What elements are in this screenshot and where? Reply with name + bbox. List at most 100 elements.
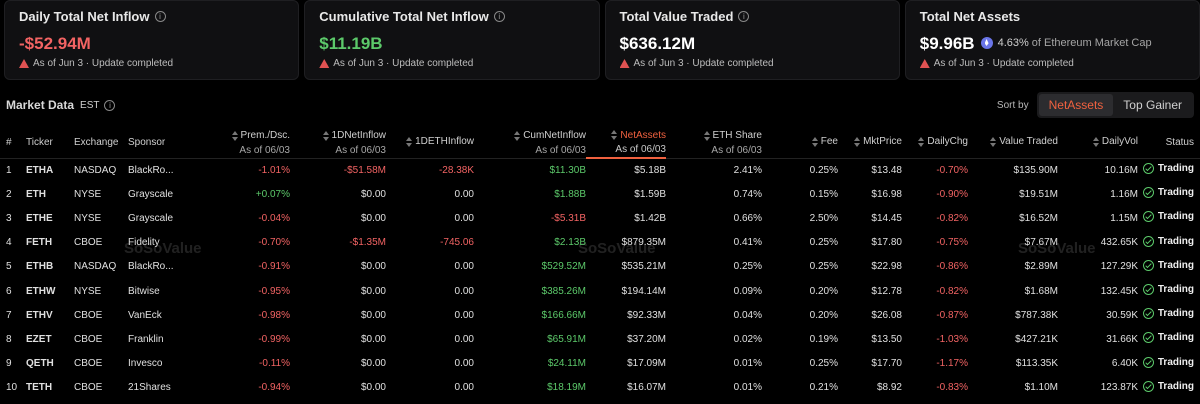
mkt-price-cell: $26.08: [871, 309, 902, 321]
ticker-cell: ETHB: [26, 261, 54, 273]
check-circle-icon: [1142, 163, 1154, 175]
table-header-row: # Ticker Exchange Sponsor Prem./Dsc. As o…: [0, 128, 1200, 159]
fee-cell: 0.19%: [809, 333, 838, 345]
fee-cell: 0.25%: [809, 164, 838, 176]
value-traded-cell: $16.52M: [1019, 212, 1058, 224]
sponsor-cell: Grayscale: [128, 212, 174, 224]
col-1d-eth-inflow[interactable]: 1DETHInflow: [386, 128, 474, 159]
mkt-price-cell: $13.48: [871, 164, 902, 176]
card-total-value-traded: Total Value Traded i $636.12M As of Jun 3…: [604, 0, 900, 80]
card-status: As of Jun 3 · Update completed: [633, 58, 774, 69]
sort-top-gainer-button[interactable]: Top Gainer: [1123, 98, 1182, 112]
table-row[interactable]: 8 EZET CBOE Franklin -0.99% $0.00 0.00 $65.91M $…: [0, 327, 1200, 351]
sort-toggle: NetAssets Top Gainer: [1036, 92, 1194, 118]
daily-change-cell: -0.82%: [936, 285, 968, 297]
mkt-price-cell: $17.70: [871, 358, 902, 370]
cum-net-inflow-cell: $385.26M: [541, 285, 586, 297]
fee-cell: 0.25%: [809, 358, 838, 370]
ticker-cell: ETH: [26, 188, 46, 200]
col-net-assets[interactable]: NetAssets As of 06/03: [586, 128, 666, 159]
net-assets-cell: $16.07M: [627, 382, 666, 394]
col-cum-net-inflow[interactable]: CumNetInflow As of 06/03: [474, 128, 586, 159]
cum-net-inflow-cell: $166.66M: [541, 309, 586, 321]
etf-market-table: # Ticker Exchange Sponsor Prem./Dsc. As o…: [0, 128, 1200, 400]
check-circle-icon: [1142, 332, 1154, 344]
eth-share-cell: 0.74%: [733, 188, 762, 200]
premium-discount-cell: -1.01%: [258, 164, 290, 176]
daily-net-inflow-cell: $0.00: [360, 309, 386, 321]
daily-net-inflow-cell: $0.00: [360, 261, 386, 273]
daily-change-cell: -1.03%: [936, 333, 968, 345]
status-badge: Trading: [1142, 284, 1194, 296]
table-row[interactable]: 1 ETHA NASDAQ BlackRo... -1.01% -$51.58M -28.3…: [0, 158, 1200, 182]
cum-net-inflow-cell: -$5.31B: [550, 212, 586, 224]
mkt-price-cell: $14.45: [871, 212, 902, 224]
premium-discount-cell: -0.11%: [259, 358, 290, 370]
card-value: $636.12M: [619, 34, 696, 53]
exchange-cell: NASDAQ: [74, 164, 117, 176]
check-circle-icon: [1142, 187, 1154, 199]
table-row[interactable]: 10 TETH CBOE 21Shares -0.94% $0.00 0.00 $18.19M…: [0, 376, 1200, 400]
info-icon[interactable]: i: [104, 99, 116, 111]
value-traded-cell: $135.90M: [1013, 164, 1058, 176]
sponsor-cell: Franklin: [128, 333, 164, 345]
premium-discount-cell: -0.95%: [258, 285, 290, 297]
fee-cell: 0.15%: [809, 188, 838, 200]
table-row[interactable]: 2 ETH NYSE Grayscale +0.07% $0.00 0.00 $1.88B $1…: [0, 182, 1200, 206]
daily-net-inflow-cell: $0.00: [360, 212, 386, 224]
col-mkt-price[interactable]: MktPrice: [838, 128, 902, 159]
mkt-price-cell: $12.78: [871, 285, 902, 297]
value-traded-cell: $113.35K: [1015, 358, 1058, 370]
daily-net-inflow-cell: $0.00: [360, 358, 386, 370]
sort-control: Sort by NetAssets Top Gainer: [997, 92, 1194, 118]
sort-netassets-button[interactable]: NetAssets: [1038, 94, 1114, 116]
sponsor-cell: BlackRo...: [128, 164, 174, 176]
eth-share-cell: 0.66%: [733, 212, 762, 224]
table-row[interactable]: 5 ETHB NASDAQ BlackRo... -0.91% $0.00 0.00 $529…: [0, 255, 1200, 279]
status-badge: Trading: [1142, 380, 1194, 392]
row-number: 1: [6, 164, 12, 176]
status-badge: Trading: [1142, 211, 1194, 223]
table-row[interactable]: 9 QETH CBOE Invesco -0.11% $0.00 0.00 $24.11M $1…: [0, 352, 1200, 376]
fee-cell: 0.25%: [809, 237, 838, 249]
eth-share-cell: 0.01%: [733, 382, 762, 394]
daily-change-cell: -0.70%: [936, 164, 968, 176]
col-fee[interactable]: Fee: [762, 128, 838, 159]
table-row[interactable]: 3 ETHE NYSE Grayscale -0.04% $0.00 0.00 -$5.31B…: [0, 206, 1200, 230]
daily-eth-inflow-cell: -28.38K: [438, 164, 474, 176]
status-cell: Trading: [1138, 303, 1200, 327]
status-text: Trading: [1157, 356, 1194, 368]
warning-icon: [19, 59, 29, 68]
mkt-price-cell: $22.98: [871, 261, 902, 273]
table-row[interactable]: 6 ETHW NYSE Bitwise -0.95% $0.00 0.00 $385.26M $…: [0, 279, 1200, 303]
info-icon[interactable]: i: [154, 11, 166, 22]
col-daily-vol[interactable]: DailyVol: [1058, 128, 1138, 159]
value-traded-cell: $19.51M: [1019, 188, 1058, 200]
table-row[interactable]: 7 ETHV CBOE VanEck -0.98% $0.00 0.00 $166.66M $9…: [0, 303, 1200, 327]
status-badge: Trading: [1142, 163, 1194, 175]
daily-eth-inflow-cell: 0.00: [454, 261, 474, 273]
col-value-traded[interactable]: Value Traded: [968, 128, 1058, 159]
sponsor-cell: Fidelity: [128, 237, 160, 249]
status-cell: Trading: [1138, 352, 1200, 376]
col-1d-net-inflow[interactable]: 1DNetInflow As of 06/03: [290, 128, 386, 159]
check-circle-icon: [1142, 211, 1154, 223]
eth-share-pct: 4.63%: [997, 37, 1029, 49]
info-icon[interactable]: i: [738, 11, 750, 22]
fee-cell: 0.25%: [809, 261, 838, 273]
col-daily-chg[interactable]: DailyChg: [902, 128, 968, 159]
check-circle-icon: [1142, 356, 1154, 368]
ticker-cell: FETH: [26, 237, 53, 249]
col-eth-share[interactable]: ETH Share As of 06/03: [666, 128, 762, 159]
status-text: Trading: [1157, 308, 1194, 320]
value-traded-cell: $1.68M: [1024, 285, 1058, 297]
table-row[interactable]: 4 FETH CBOE Fidelity -0.70% -$1.35M -745.06 $2.…: [0, 231, 1200, 255]
status-cell: Trading: [1138, 376, 1200, 400]
card-title: Total Net Assets: [919, 9, 1021, 24]
cum-net-inflow-cell: $65.91M: [547, 333, 586, 345]
col-prem-dsc[interactable]: Prem./Dsc. As of 06/03: [194, 128, 290, 159]
card-status: As of Jun 3 · Update completed: [933, 58, 1074, 69]
daily-volume-cell: 1.16M: [1110, 188, 1138, 200]
status-cell: Trading: [1138, 206, 1200, 230]
info-icon[interactable]: i: [493, 11, 505, 22]
